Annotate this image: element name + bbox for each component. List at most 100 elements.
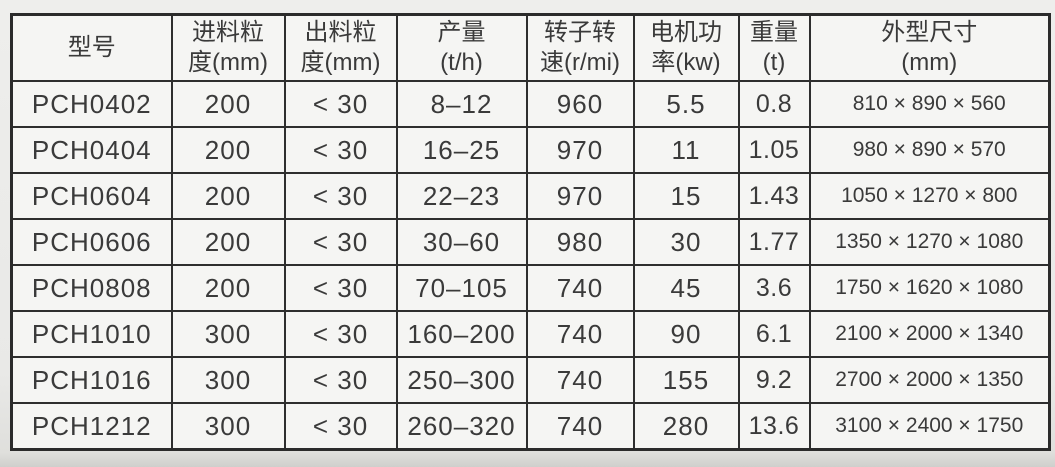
header-weight: 重量 (t) xyxy=(737,13,811,82)
cell-model: PCH0404 xyxy=(10,126,173,174)
cell-feed-size: 200 xyxy=(170,80,286,128)
cell-weight: 13.6 xyxy=(737,402,811,451)
table-row: PCH0604 200 < 30 22–23 970 15 1.43 1050 … xyxy=(10,172,1051,220)
cell-capacity: 250–300 xyxy=(395,356,528,404)
header-feed-size-line1: 进料粒 xyxy=(192,19,264,46)
cell-model: PCH0606 xyxy=(10,218,173,266)
cell-rotor-speed: 980 xyxy=(525,218,635,266)
header-model-line1: 型号 xyxy=(67,34,116,61)
header-capacity-line1: 产量 xyxy=(437,19,486,46)
cell-weight: 0.8 xyxy=(737,80,811,128)
cell-output-size: < 30 xyxy=(283,402,398,451)
table-row: PCH1010 300 < 30 160–200 740 90 6.1 2100… xyxy=(10,310,1051,358)
header-dimensions: 外型尺寸 (mm) xyxy=(808,13,1051,82)
cell-motor-power: 280 xyxy=(632,402,740,451)
cell-output-size: < 30 xyxy=(283,264,398,312)
table-row: PCH0808 200 < 30 70–105 740 45 3.6 1750 … xyxy=(10,264,1051,312)
cell-feed-size: 200 xyxy=(170,218,286,266)
cell-rotor-speed: 740 xyxy=(525,402,635,451)
header-output-size-line2: 度(mm) xyxy=(300,49,381,76)
cell-motor-power: 15 xyxy=(632,172,740,220)
cell-motor-power: 90 xyxy=(632,310,740,358)
header-rotor-speed: 转子转 速(r/mi) xyxy=(525,13,635,82)
cell-feed-size: 300 xyxy=(170,402,286,451)
cell-dimensions: 980 × 890 × 570 xyxy=(808,126,1051,174)
cell-rotor-speed: 970 xyxy=(525,126,635,174)
cell-dimensions: 810 × 890 × 560 xyxy=(808,80,1051,128)
table-row: PCH1212 300 < 30 260–320 740 280 13.6 31… xyxy=(10,402,1051,451)
cell-capacity: 22–23 xyxy=(395,172,528,220)
cell-weight: 3.6 xyxy=(737,264,811,312)
cell-output-size: < 30 xyxy=(283,80,398,128)
cell-model: PCH1016 xyxy=(10,356,173,404)
header-feed-size-line2: 度(mm) xyxy=(188,49,268,76)
header-weight-line2: (t) xyxy=(762,49,786,76)
cell-weight: 1.05 xyxy=(737,126,811,174)
cell-rotor-speed: 740 xyxy=(525,310,635,358)
cell-weight: 1.77 xyxy=(737,218,811,266)
cell-rotor-speed: 740 xyxy=(525,356,635,404)
cell-weight: 1.43 xyxy=(737,172,811,220)
header-model: 型号 xyxy=(10,13,173,82)
header-output-size-line1: 出料粒 xyxy=(304,19,377,46)
header-weight-line1: 重量 xyxy=(750,19,798,46)
cell-dimensions: 2700 × 2000 × 1350 xyxy=(808,356,1051,404)
cell-dimensions: 1050 × 1270 × 800 xyxy=(808,172,1051,220)
cell-model: PCH1010 xyxy=(10,310,173,358)
cell-output-size: < 30 xyxy=(283,218,398,266)
cell-dimensions: 3100 × 2400 × 1750 xyxy=(808,402,1051,451)
cell-model: PCH0402 xyxy=(10,80,173,128)
cell-feed-size: 300 xyxy=(170,356,286,404)
cell-output-size: < 30 xyxy=(283,356,398,404)
cell-model: PCH0808 xyxy=(10,264,173,312)
header-output-size: 出料粒 度(mm) xyxy=(283,13,398,82)
cell-dimensions: 1750 × 1620 × 1080 xyxy=(808,264,1051,312)
cell-output-size: < 30 xyxy=(283,172,398,220)
table-row: PCH0606 200 < 30 30–60 980 30 1.77 1350 … xyxy=(10,218,1051,266)
header-rotor-speed-line2: 速(r/mi) xyxy=(540,49,620,76)
cell-output-size: < 30 xyxy=(283,126,398,174)
header-motor-power-line1: 电机功 xyxy=(650,19,722,46)
table-row: PCH0402 200 < 30 8–12 960 5.5 0.8 810 × … xyxy=(10,80,1051,128)
cell-weight: 6.1 xyxy=(737,310,811,358)
cell-output-size: < 30 xyxy=(283,310,398,358)
cell-motor-power: 30 xyxy=(632,218,740,266)
cell-rotor-speed: 960 xyxy=(525,80,635,128)
cell-feed-size: 200 xyxy=(170,126,286,174)
table-body: PCH0402 200 < 30 8–12 960 5.5 0.8 810 × … xyxy=(10,80,1051,451)
header-feed-size: 进料粒 度(mm) xyxy=(170,13,286,82)
header-dimensions-line1: 外型尺寸 xyxy=(881,19,978,46)
header-motor-power-line2: 率(kw) xyxy=(651,49,721,76)
cell-capacity: 260–320 xyxy=(395,402,528,451)
cell-capacity: 70–105 xyxy=(395,264,528,312)
cell-capacity: 8–12 xyxy=(395,80,528,128)
header-dimensions-line2: (mm) xyxy=(901,49,958,76)
cell-feed-size: 200 xyxy=(170,264,286,312)
cell-capacity: 160–200 xyxy=(395,310,528,358)
cell-motor-power: 45 xyxy=(632,264,740,312)
table-row: PCH1016 300 < 30 250–300 740 155 9.2 270… xyxy=(10,356,1051,404)
table-header: 型号 进料粒 度(mm) 出料粒 度(mm) 产量 (t/h) 转子转 速 xyxy=(10,13,1051,82)
cell-capacity: 16–25 xyxy=(395,126,528,174)
cell-weight: 9.2 xyxy=(737,356,811,404)
cell-dimensions: 1350 × 1270 × 1080 xyxy=(808,218,1051,266)
header-rotor-speed-line1: 转子转 xyxy=(544,19,616,46)
cell-rotor-speed: 740 xyxy=(525,264,635,312)
cell-motor-power: 5.5 xyxy=(632,80,740,128)
cell-feed-size: 200 xyxy=(170,172,286,220)
cell-motor-power: 155 xyxy=(632,356,740,404)
header-capacity-line2: (t/h) xyxy=(440,49,483,76)
cell-rotor-speed: 970 xyxy=(525,172,635,220)
cell-feed-size: 300 xyxy=(170,310,286,358)
cell-model: PCH1212 xyxy=(10,402,173,451)
cell-capacity: 30–60 xyxy=(395,218,528,266)
header-row: 型号 进料粒 度(mm) 出料粒 度(mm) 产量 (t/h) 转子转 速 xyxy=(10,13,1051,82)
header-capacity: 产量 (t/h) xyxy=(395,13,528,82)
crusher-spec-table: 型号 进料粒 度(mm) 出料粒 度(mm) 产量 (t/h) 转子转 速 xyxy=(10,13,1051,451)
table-row: PCH0404 200 < 30 16–25 970 11 1.05 980 ×… xyxy=(10,126,1051,174)
cell-model: PCH0604 xyxy=(10,172,173,220)
header-motor-power: 电机功 率(kw) xyxy=(632,13,740,82)
cell-dimensions: 2100 × 2000 × 1340 xyxy=(808,310,1051,358)
cell-motor-power: 11 xyxy=(632,126,740,174)
